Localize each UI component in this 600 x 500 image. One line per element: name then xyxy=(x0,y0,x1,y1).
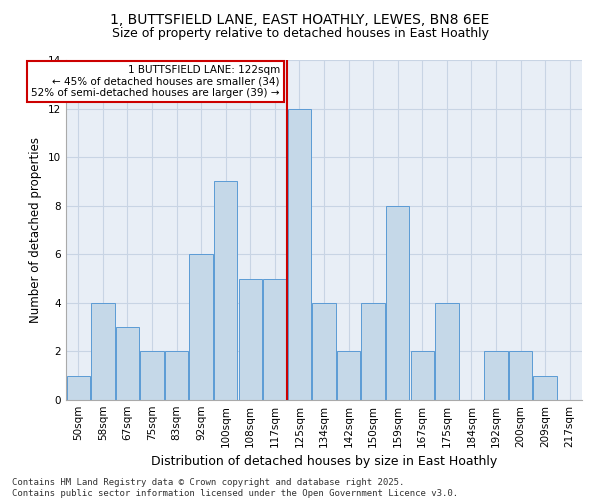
Text: 1, BUTTSFIELD LANE, EAST HOATHLY, LEWES, BN8 6EE: 1, BUTTSFIELD LANE, EAST HOATHLY, LEWES,… xyxy=(110,12,490,26)
Bar xyxy=(140,352,164,400)
Bar xyxy=(361,303,385,400)
Bar xyxy=(410,352,434,400)
Bar xyxy=(239,278,262,400)
Bar xyxy=(386,206,409,400)
Y-axis label: Number of detached properties: Number of detached properties xyxy=(29,137,43,323)
Bar xyxy=(214,182,238,400)
Bar xyxy=(313,303,335,400)
Bar xyxy=(435,303,458,400)
Text: 1 BUTTSFIELD LANE: 122sqm
← 45% of detached houses are smaller (34)
52% of semi-: 1 BUTTSFIELD LANE: 122sqm ← 45% of detac… xyxy=(31,65,280,98)
Bar xyxy=(91,303,115,400)
Bar xyxy=(116,327,139,400)
Text: Size of property relative to detached houses in East Hoathly: Size of property relative to detached ho… xyxy=(112,28,488,40)
Bar xyxy=(533,376,557,400)
Bar xyxy=(484,352,508,400)
Bar xyxy=(337,352,360,400)
Bar xyxy=(190,254,213,400)
Bar xyxy=(263,278,287,400)
Bar xyxy=(509,352,532,400)
X-axis label: Distribution of detached houses by size in East Hoathly: Distribution of detached houses by size … xyxy=(151,456,497,468)
Text: Contains HM Land Registry data © Crown copyright and database right 2025.
Contai: Contains HM Land Registry data © Crown c… xyxy=(12,478,458,498)
Bar xyxy=(67,376,90,400)
Bar xyxy=(288,108,311,400)
Bar xyxy=(165,352,188,400)
